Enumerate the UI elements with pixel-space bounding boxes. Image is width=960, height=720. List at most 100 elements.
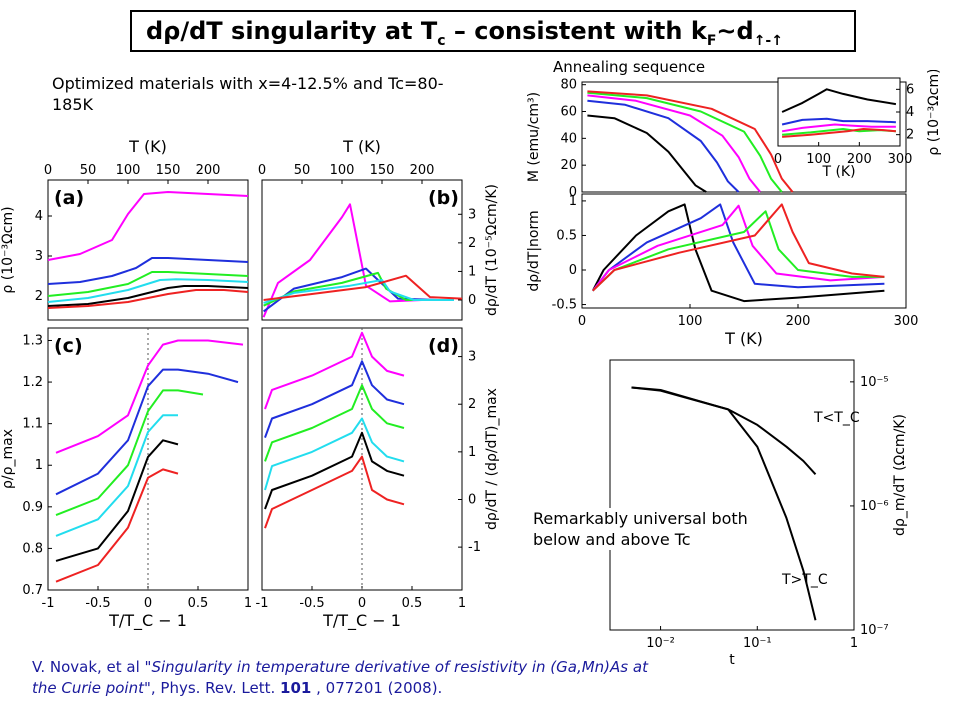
series-line-cyan	[55, 414, 178, 537]
x-axis-label: T (K)	[342, 137, 381, 156]
series-line-black	[587, 114, 707, 193]
series-line-blue	[263, 267, 439, 313]
series-line-green	[587, 91, 783, 193]
y-tick-label: 2	[468, 397, 476, 412]
x-tick-label: 10⁻¹	[743, 636, 772, 651]
plot-frame	[581, 193, 907, 309]
panel-universal: 10⁻² 10⁻¹ 1 10⁻⁵ 10⁻⁶ 10⁻⁷ t dρ_m/dT (Ωcm/K) T<T…	[609, 359, 908, 668]
series-line-blue	[55, 368, 239, 496]
panel-c: -1 -0.5 0 0.5 1 0.7 0.8 0.9 1 1.1 1.2 1.3 (c) T/T_C −…	[0, 327, 252, 631]
y-tick-label: 2	[906, 128, 914, 143]
series-line-magenta	[55, 339, 244, 454]
x-axis-label: T/T_C − 1	[322, 611, 401, 631]
panel-a: 0 50 100 150 200 2 3 4 (a) T (K) ρ (10⁻³Ωcm)	[0, 137, 249, 321]
series-line-black	[631, 386, 817, 621]
y-tick-label: 4	[906, 105, 914, 120]
x-axis-label: T/T_C − 1	[108, 611, 187, 631]
x-tick-label: 150	[370, 163, 395, 178]
x-axis-label: T (K)	[821, 164, 855, 180]
x-tick-label: 0	[258, 163, 266, 178]
y-tick-label: 0.8	[22, 541, 43, 556]
x-tick-label: 0	[358, 596, 366, 611]
x-tick-label: -0.5	[85, 596, 110, 611]
series-line-black	[47, 285, 249, 307]
x-tick-label: 50	[294, 163, 311, 178]
x-tick-label: 300	[894, 314, 919, 329]
y-tick-label: 0.7	[22, 583, 43, 598]
series-line-magenta	[47, 191, 249, 261]
y-tick-label: 0.5	[556, 228, 577, 243]
series-line-black	[55, 439, 179, 562]
y-tick-label: 80	[560, 78, 577, 93]
series-line-magenta	[781, 123, 896, 133]
series-line-green	[264, 384, 405, 462]
y-tick-label: 40	[560, 131, 577, 146]
annealing-label: Annealing sequence	[553, 58, 706, 76]
x-tick-label: 150	[156, 163, 181, 178]
x-tick-label: 0	[774, 152, 782, 167]
series-line-blue	[781, 117, 896, 126]
y-tick-label: 2	[35, 289, 43, 304]
x-tick-label: 0	[144, 596, 152, 611]
series-line-magenta	[587, 94, 761, 193]
y-axis-label: ρ (10⁻³Ωcm)	[0, 206, 16, 293]
panel-letter: (d)	[428, 335, 459, 357]
series-line-blue	[587, 99, 740, 193]
x-tick-label: 0.5	[402, 596, 423, 611]
citation[interactable]: V. Novak, et al "Singularity in temperat…	[32, 658, 648, 697]
y-tick-label: 0	[468, 492, 476, 507]
y-tick-label: 1.1	[22, 417, 43, 432]
y-axis-label: dρ_m/dT (Ωcm/K)	[892, 414, 908, 536]
x-tick-label: 0	[44, 163, 52, 178]
y-tick-label: 1.3	[22, 333, 43, 348]
y-tick-label: 1.2	[22, 375, 43, 390]
x-tick-label: 100	[806, 152, 831, 167]
page-title: dρ/dT singularity at Tc – consistent wit…	[130, 10, 856, 52]
y-axis-label: M (emu/cm³)	[526, 92, 542, 182]
series-line-red	[592, 203, 885, 292]
x-tick-label: 50	[80, 163, 97, 178]
figure-universal: 10⁻² 10⁻¹ 1 10⁻⁵ 10⁻⁶ 10⁻⁷ t dρ_m/dT (Ωcm/K) T<T…	[609, 359, 908, 668]
series-line-red	[263, 274, 463, 301]
x-tick-label: 200	[786, 314, 811, 329]
series-line-magenta	[264, 331, 405, 410]
series-line-red	[47, 289, 249, 309]
x-tick-label: 0	[578, 314, 586, 329]
x-tick-label: 1	[458, 596, 466, 611]
y-tick-label: 2	[468, 236, 476, 251]
y-axis-label: dρ/dT (10⁻⁵Ωcm/K)	[484, 184, 500, 316]
y-tick-label: -0.5	[552, 298, 577, 313]
x-tick-label: -1	[256, 596, 269, 611]
panel-resistivity-inset: 0 100 200 300 2 4 6 T (K) ρ (10⁻³Ωcm)	[774, 70, 942, 180]
panel-letter: (c)	[54, 335, 83, 357]
panel-b: 0 50 100 150 200 0 1 2 3 (b) T (K) dρ/dT (10⁻⁵Ωcm/K…	[258, 137, 500, 321]
x-tick-label: 100	[678, 314, 703, 329]
series-line-black	[781, 88, 897, 113]
y-tick-label: 60	[560, 105, 577, 120]
series-line-green	[263, 271, 446, 307]
panel-letter: (b)	[428, 187, 459, 209]
y-tick-label: 3	[35, 249, 43, 264]
y-tick-label: -1	[468, 540, 481, 555]
series-line-cyan	[263, 279, 454, 304]
y-axis-label: ρ/ρ_max	[0, 429, 16, 489]
y-axis-label: dρ/dT|norm	[526, 210, 542, 291]
y-tick-label: 3	[468, 207, 476, 222]
y-tick-label: 0	[468, 293, 476, 308]
y-tick-label: 10⁻⁵	[860, 375, 889, 390]
x-tick-label: -1	[42, 596, 55, 611]
series-line-blue	[592, 203, 885, 292]
series-line-cyan	[264, 417, 405, 491]
series-line-magenta	[592, 204, 885, 292]
x-tick-label: 300	[888, 152, 913, 167]
panel-letter: (a)	[54, 187, 84, 209]
universal-note: Remarkably universal both below and abov…	[533, 508, 748, 550]
y-tick-label: 10⁻⁷	[860, 623, 889, 638]
y-tick-label: 1	[468, 264, 476, 279]
y-axis-label: ρ (10⁻³Ωcm)	[926, 70, 942, 156]
x-tick-label: 100	[116, 163, 141, 178]
y-tick-label: 10⁻⁶	[860, 499, 889, 514]
series-line-blue	[47, 257, 249, 285]
x-tick-label: 200	[196, 163, 221, 178]
